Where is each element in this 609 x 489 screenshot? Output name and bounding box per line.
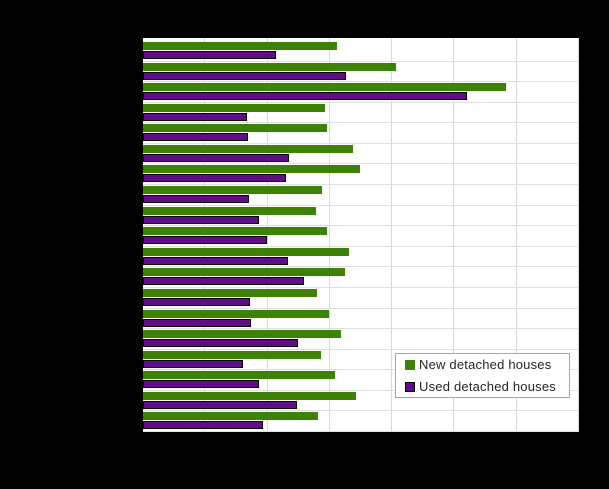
bar-row (143, 267, 579, 288)
new-houses-bar (143, 186, 323, 195)
new-houses-bar (143, 83, 506, 92)
new-houses-bar (143, 103, 325, 112)
bar-row (143, 391, 579, 412)
bar-row (143, 288, 579, 309)
new-houses-swatch-icon (405, 359, 415, 370)
bar-row (143, 185, 579, 206)
new-houses-bar (143, 288, 317, 297)
vertical-gridline (328, 38, 330, 432)
vertical-gridline (578, 38, 579, 432)
used-houses-bar (143, 215, 260, 224)
used-houses-bar (143, 92, 467, 101)
used-houses-bar (143, 112, 248, 121)
used-houses-bar (143, 339, 299, 348)
new-houses-bar (143, 144, 353, 153)
used-houses-bar (143, 133, 249, 142)
used-houses-bar (143, 256, 288, 265)
legend: New detached houses Used detached houses (395, 353, 570, 398)
bar-row (143, 309, 579, 330)
vertical-gridline (391, 38, 393, 432)
used-houses-bar (143, 297, 250, 306)
new-houses-bar (143, 309, 330, 318)
legend-label-used: Used detached houses (419, 379, 556, 394)
used-houses-swatch-icon (405, 381, 415, 392)
new-houses-bar (143, 350, 322, 359)
bar-row (143, 144, 579, 165)
used-houses-bar (143, 174, 287, 183)
used-houses-bar (143, 277, 304, 286)
new-houses-bar (143, 62, 396, 71)
used-houses-bar (143, 51, 276, 59)
new-houses-bar (143, 42, 338, 50)
bar-row (143, 206, 579, 227)
new-houses-bar (143, 206, 317, 215)
used-houses-bar (143, 400, 298, 409)
bar-row (143, 164, 579, 186)
new-houses-bar (143, 247, 349, 256)
plot-area: New detached houses Used detached houses (143, 38, 579, 432)
used-houses-bar (143, 359, 244, 368)
used-houses-bar (143, 318, 252, 327)
vertical-gridline (515, 38, 517, 432)
bar-row (143, 62, 579, 83)
used-houses-bar (143, 421, 263, 430)
used-houses-bar (143, 153, 289, 162)
bar-row (143, 370, 579, 391)
new-houses-bar (143, 165, 360, 174)
bar-row (143, 82, 579, 103)
bar-row (143, 350, 579, 371)
vertical-gridline (453, 38, 455, 432)
legend-item-new: New detached houses (405, 357, 569, 372)
new-houses-bar (143, 371, 336, 380)
used-houses-bar (143, 236, 267, 245)
bar-row (143, 123, 579, 144)
bar-row (143, 411, 579, 432)
bar-row (143, 226, 579, 247)
new-houses-bar (143, 124, 327, 133)
legend-item-used: Used detached houses (405, 379, 569, 394)
bar-rows (143, 41, 579, 432)
bar-row (143, 103, 579, 124)
new-houses-bar (143, 268, 345, 277)
new-houses-bar (143, 391, 357, 400)
used-houses-bar (143, 71, 347, 80)
new-houses-bar (143, 330, 342, 339)
used-houses-bar (143, 380, 259, 389)
new-houses-bar (143, 412, 319, 421)
bar-row (143, 329, 579, 350)
legend-label-new: New detached houses (419, 357, 552, 372)
used-houses-bar (143, 195, 249, 204)
bar-row (143, 247, 579, 268)
new-houses-bar (143, 227, 327, 236)
bar-row (143, 41, 579, 62)
